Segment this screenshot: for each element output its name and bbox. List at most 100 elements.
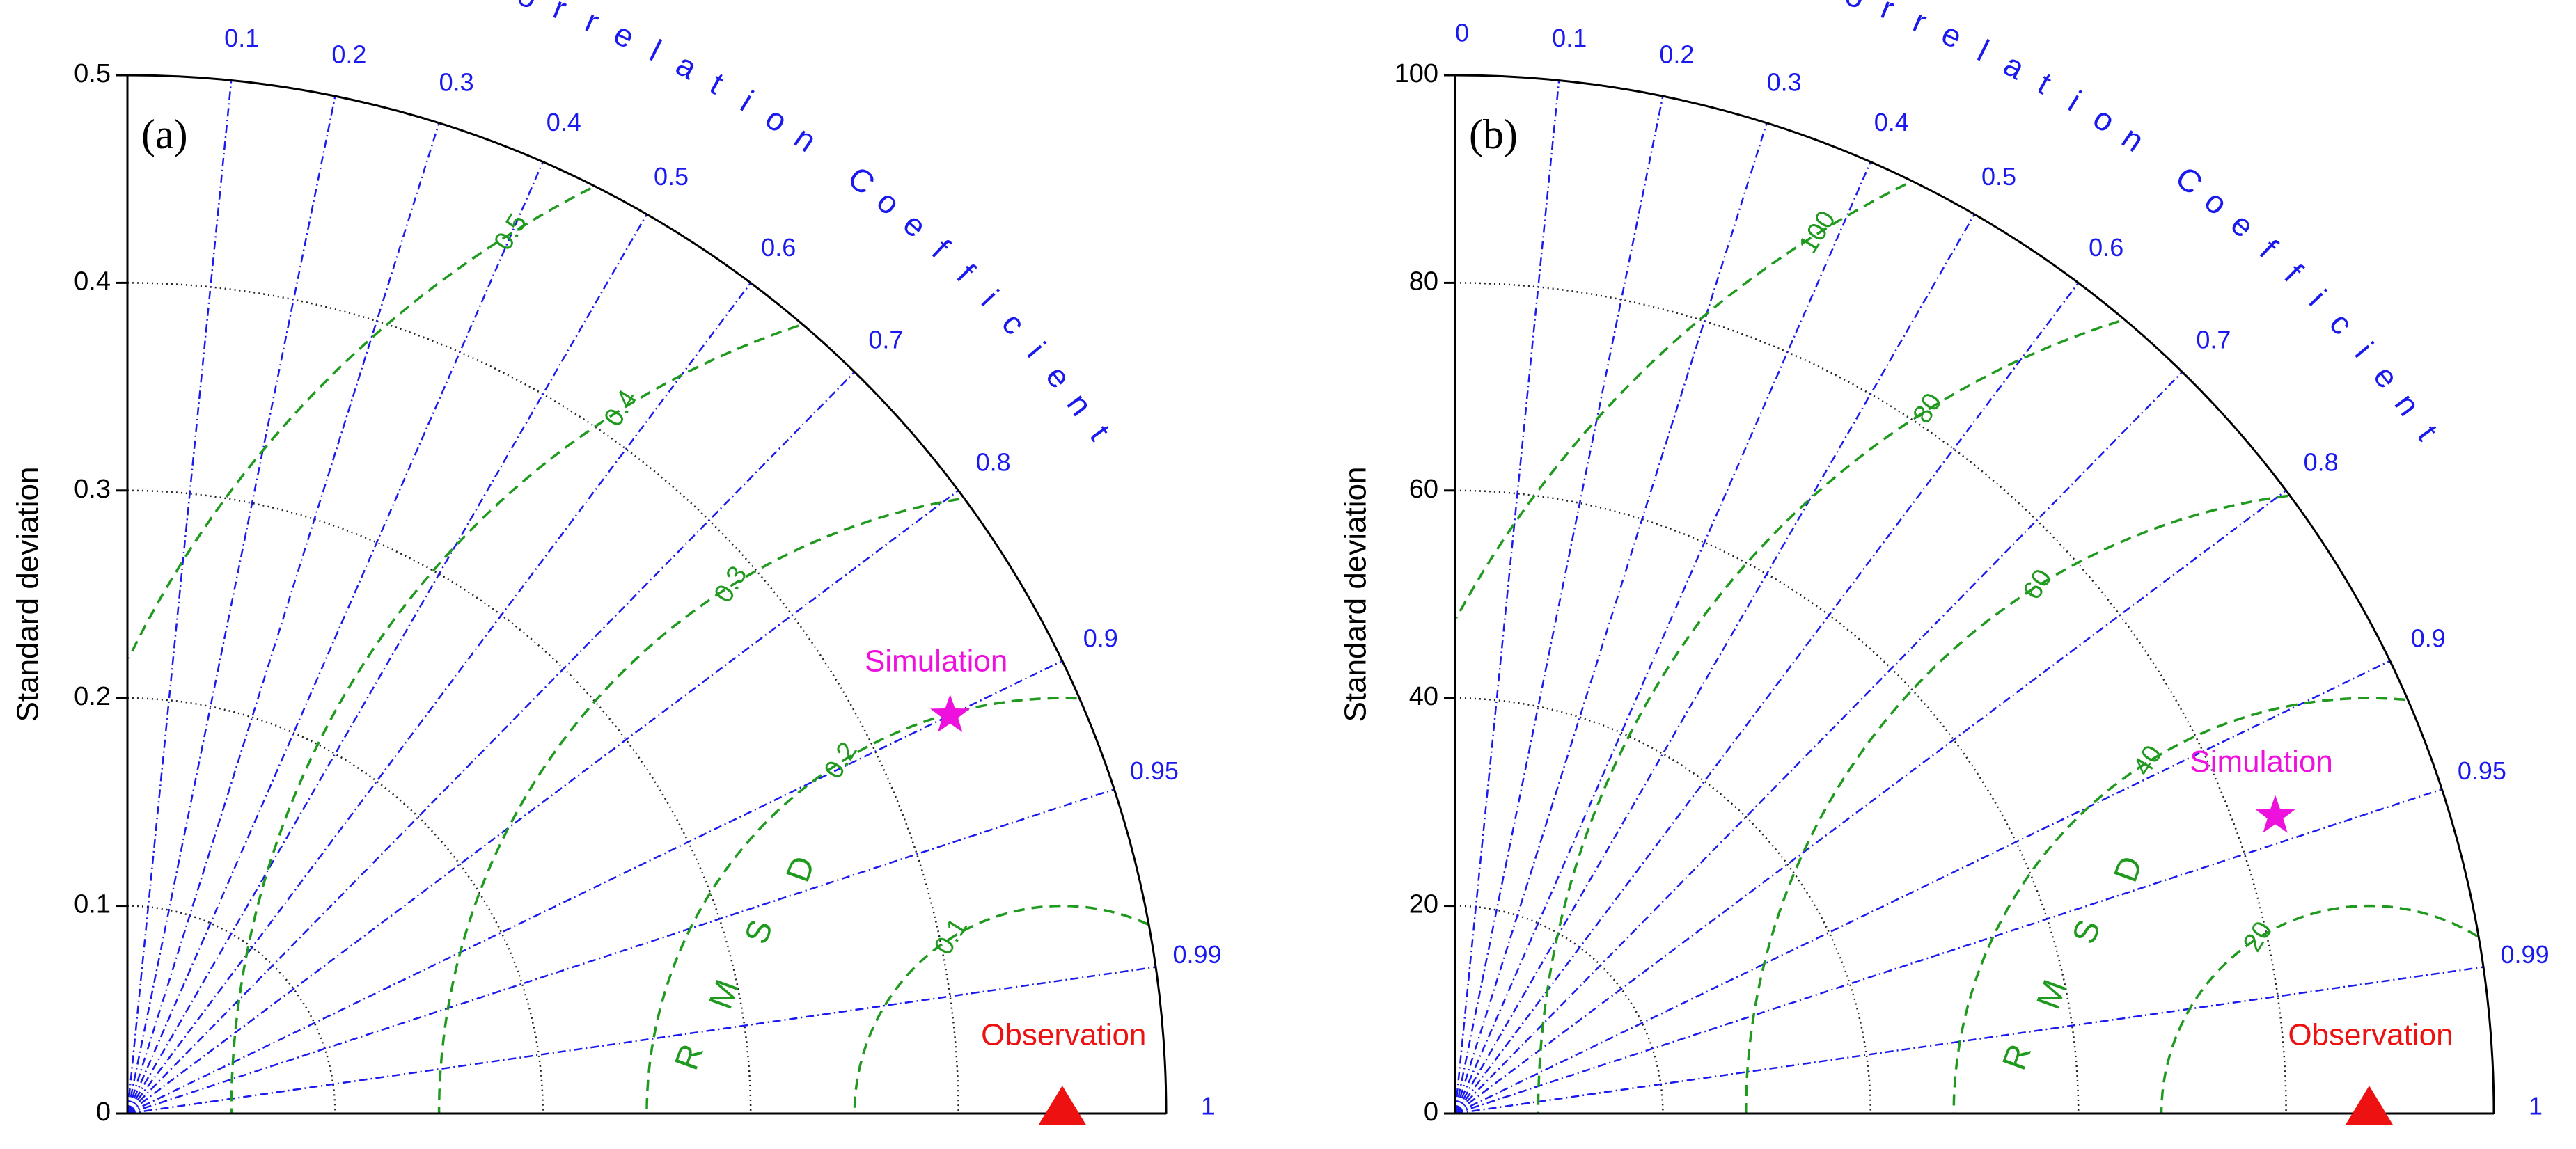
correlation-axis-letter: a [1998,46,2031,86]
correlation-line [126,214,648,1114]
correlation-axis-letter: t [705,65,730,102]
correlation-axis-letter: t [1083,418,1117,446]
correlation-line [1454,966,2484,1115]
correlation-axis-letter: n [2116,119,2151,159]
correlation-tick-label: 0.8 [976,447,1011,476]
std-arc [127,282,959,1114]
correlation-line [1454,122,1768,1114]
y-axis-title: Standard deviation [1339,467,1373,722]
observation-label: Observation [2288,1018,2453,1052]
correlation-line [1454,80,1560,1114]
rmsd-contour-label: 100 [1793,206,1841,259]
correlation-line [126,282,752,1114]
correlation-tick-label: 0.5 [1981,162,2016,191]
correlation-axis-letter: r [1876,0,1899,26]
correlation-tick-label: 0.3 [1767,68,1802,97]
rmsd-axis-letter: M [2030,975,2074,1014]
correlation-tick-label: 0.95 [1130,756,1179,785]
correlation-line [127,660,1063,1115]
rmsd-contour-label: 0.1 [929,913,973,960]
correlation-axis-letter: l [645,33,667,68]
correlation-line [127,966,1156,1115]
correlation-tick-label: 0.9 [2411,624,2446,652]
correlation-axis-letter: o [1841,0,1870,16]
std-arc [127,489,752,1114]
correlation-axis-letter: r [549,0,572,26]
outer-arc [1454,74,2495,1114]
correlation-tick-label: 0.1 [1552,24,1587,52]
panel-label: (b) [1469,111,1518,157]
simulation-marker [2255,795,2295,833]
correlation-axis-letter: C [1805,0,1839,6]
simulation-marker [930,694,971,732]
rmsd-contour-label: 40 [2128,740,2168,781]
correlation-tick-label: 0.99 [2501,940,2550,969]
correlation-axis-letter: n [788,119,824,159]
rmsd-contour [127,187,592,659]
simulation-label: Simulation [2190,745,2332,779]
rmsd-axis-letter: M [702,975,746,1014]
rmsd-contour-label: 0.5 [489,209,533,255]
rmsd-contour [230,324,799,1114]
correlation-axis-letter: c [995,306,1032,342]
std-arc [1454,905,1664,1114]
rmsd-contour-label: 0.2 [819,737,863,784]
rmsd-contour [853,904,1149,1114]
rmsd-contour-label: 20 [2238,917,2278,957]
rmsd-axis-letter: S [738,915,780,949]
correlation-tick-label: 1 [1201,1092,1215,1120]
correlation-axis-letter: o [2087,100,2122,140]
correlation-line [126,161,544,1114]
correlation-axis-letter: n [1060,386,1100,422]
y-tick-label: 0.2 [74,682,111,711]
correlation-axis-letter: n [2388,386,2428,422]
rmsd-contour [1952,697,2406,1114]
y-tick-label: 0.4 [74,267,111,296]
y-tick-label: 0.1 [74,890,111,919]
std-arc [1454,282,2287,1114]
correlation-tick-label: 0.7 [2196,325,2231,354]
correlation-axis-letter: e [1936,15,1968,56]
rmsd-contour [1455,183,1906,619]
correlation-axis-letter: i [2302,283,2334,312]
y-tick-label: 40 [1409,682,1438,711]
correlation-axis-letter: i [975,283,1006,312]
correlation-line [1454,282,2080,1114]
correlation-axis-letter: i [735,84,760,118]
correlation-axis-letter: o [2198,182,2235,221]
correlation-tick-label: 0 [1455,19,1469,47]
rmsd-axis-letter: S [2066,915,2108,949]
observation-marker [1038,1086,1086,1125]
correlation-tick-label: 0.2 [331,40,366,69]
correlation-tick-label: 0.2 [1659,40,1694,69]
correlation-axis-letter: t [2410,418,2445,446]
correlation-line [126,80,233,1114]
std-arc [127,905,336,1114]
correlation-axis-letter: a [670,46,703,86]
rmsd-axis-letter: R [668,1040,712,1075]
rmsd-axis-letter: R [1996,1040,2039,1075]
correlation-axis-letter: f [925,232,957,265]
correlation-axis-letter: e [2366,358,2406,395]
y-tick-label: 60 [1409,475,1438,504]
rmsd-contour-label: 60 [2018,564,2058,605]
correlation-line [1454,660,2391,1115]
correlation-tick-label: 0.5 [654,162,689,191]
correlation-line [1454,371,2183,1114]
correlation-tick-label: 0.1 [224,24,259,52]
correlation-line [127,371,856,1114]
correlation-tick-label: 0.4 [547,108,581,136]
rmsd-contour [2160,904,2479,1114]
correlation-axis-letter: r [581,2,604,40]
correlation-axis-letter: e [608,15,640,56]
correlation-axis-letter: f [2253,232,2284,265]
correlation-axis-letter: o [870,182,907,221]
correlation-tick-label: 0.6 [2089,233,2123,262]
std-arc [127,697,544,1114]
correlation-line [1454,95,1664,1114]
correlation-axis-letter: c [2323,306,2360,342]
correlation-line [1454,788,2442,1115]
